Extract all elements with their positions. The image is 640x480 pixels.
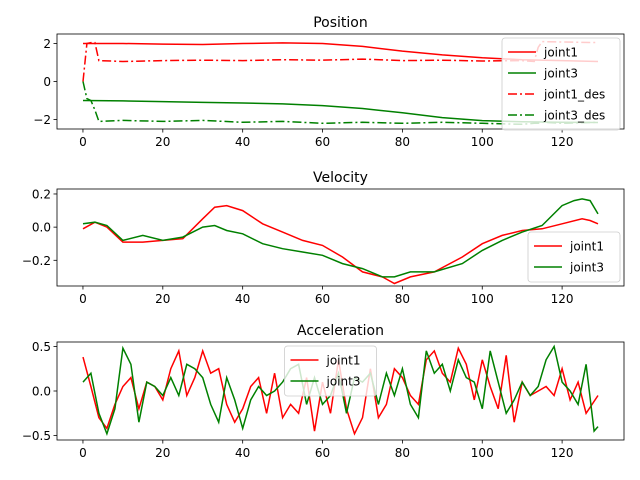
x-tick-label: 40 xyxy=(235,446,250,460)
x-tick-label: 120 xyxy=(551,446,574,460)
x-tick-label: 60 xyxy=(315,135,330,149)
x-tick-label: 100 xyxy=(471,135,494,149)
legend: joint1 joint3 xyxy=(527,231,621,283)
subplot-title: Velocity xyxy=(313,170,368,186)
x-tick-label: 60 xyxy=(315,446,330,460)
legend-box xyxy=(501,37,621,131)
x-tick-label: 20 xyxy=(155,446,170,460)
y-tick-label: −2 xyxy=(33,113,51,127)
x-tick-label: 40 xyxy=(235,135,250,149)
series-line-joint1 xyxy=(82,204,599,285)
legend-label: joint1 xyxy=(543,46,578,60)
axes-frame xyxy=(56,188,625,287)
x-tick-label: 40 xyxy=(235,292,250,306)
y-tick-label: 0.0 xyxy=(32,385,51,399)
x-tick-label: 60 xyxy=(315,292,330,306)
x-tick-label: 80 xyxy=(395,446,410,460)
x-tick-label: 20 xyxy=(155,292,170,306)
y-tick-label: −0.2 xyxy=(22,254,51,268)
y-tick-label: 0.0 xyxy=(32,221,51,235)
x-tick-label: 100 xyxy=(471,446,494,460)
subplot-title: Acceleration xyxy=(297,323,384,339)
y-tick-label: 0 xyxy=(43,75,51,89)
legend-label: joint1_des xyxy=(543,88,605,102)
x-tick-label: 80 xyxy=(395,135,410,149)
y-tick-label: 0.2 xyxy=(32,187,51,201)
subplot-title: Position xyxy=(313,15,368,31)
y-tick-label: −0.5 xyxy=(22,429,51,443)
x-tick-label: 120 xyxy=(551,292,574,306)
legend-label: joint3 xyxy=(569,261,604,275)
x-tick-label: 100 xyxy=(471,292,494,306)
x-tick-label: 20 xyxy=(155,135,170,149)
legend-box xyxy=(527,231,621,283)
subplot-3: Acceleration 0 20 40 60 80 100 120 −0.5 0.0 0.5 joi… xyxy=(22,323,625,460)
legend-label: joint3 xyxy=(543,67,578,81)
x-tick-label: 0 xyxy=(79,292,87,306)
legend: joint1 joint3 xyxy=(284,345,377,397)
legend-label: joint3_des xyxy=(543,109,605,123)
legend: joint1 joint3 joint1_des joint3_des xyxy=(501,37,621,131)
x-tick-label: 120 xyxy=(551,135,574,149)
y-tick-label: 2 xyxy=(43,37,51,51)
legend-label: joint1 xyxy=(326,354,361,368)
x-tick-label: 80 xyxy=(395,292,410,306)
legend-label: joint1 xyxy=(569,240,604,254)
x-tick-label: 0 xyxy=(79,135,87,149)
x-tick-label: 0 xyxy=(79,446,87,460)
legend-box xyxy=(284,345,377,397)
legend-label: joint3 xyxy=(326,375,361,389)
y-tick-label: 0.5 xyxy=(32,340,51,354)
series-line-joint3 xyxy=(82,198,599,278)
